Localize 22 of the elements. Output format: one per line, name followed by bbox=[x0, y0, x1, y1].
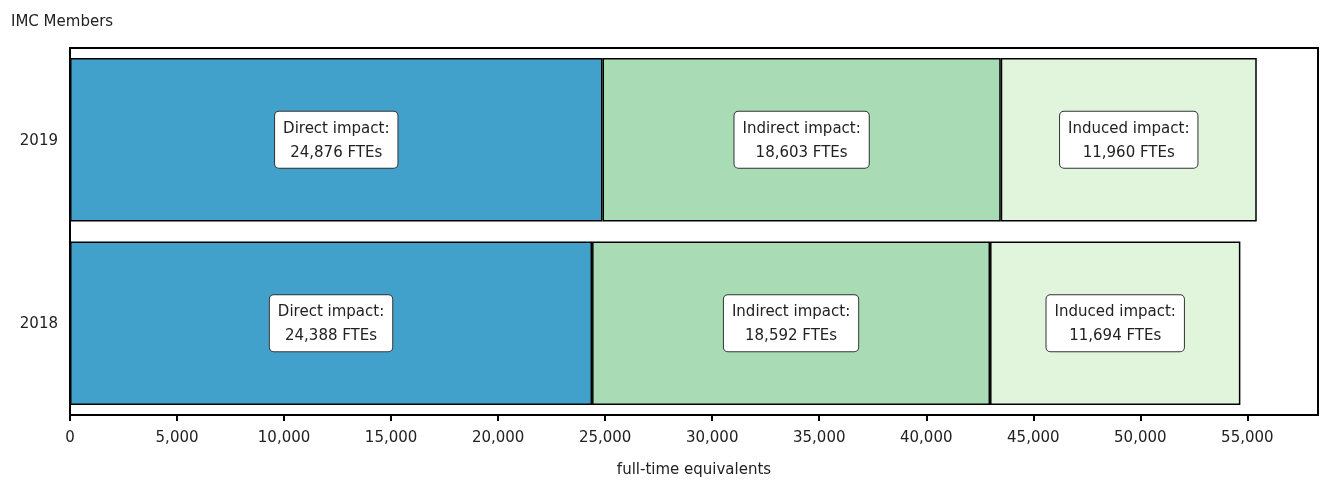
data-label: Direct impact: 24,388 FTEs bbox=[277, 302, 385, 345]
x-tick-label: 55,000 bbox=[1221, 427, 1274, 446]
x-tick-label: 45,000 bbox=[1007, 427, 1060, 446]
x-tick-label: 10,000 bbox=[257, 427, 311, 446]
x-tick-label: 25,000 bbox=[578, 427, 632, 446]
x-axis-title: full-time equivalents bbox=[616, 459, 772, 478]
chart-title: IMC Members bbox=[11, 11, 114, 30]
data-label: Indirect impact: 18,603 FTEs bbox=[742, 118, 861, 161]
x-tick-label: 5,000 bbox=[155, 427, 199, 446]
data-label: Induced impact: 11,960 FTEs bbox=[1068, 118, 1190, 161]
data-label: Direct impact: 24,876 FTEs bbox=[283, 118, 390, 161]
x-tick-label: 20,000 bbox=[471, 427, 525, 446]
y-tick-label: 2019 bbox=[19, 130, 58, 149]
x-tick-label: 50,000 bbox=[1114, 427, 1167, 446]
x-tick-label: 30,000 bbox=[685, 427, 739, 446]
x-tick-label: 0 bbox=[65, 427, 75, 446]
data-label: Induced impact: 11,694 FTEs bbox=[1054, 302, 1176, 345]
x-tick-label: 35,000 bbox=[792, 427, 846, 446]
data-label: Indirect impact: 18,592 FTEs bbox=[731, 302, 851, 345]
x-tick-label: 40,000 bbox=[900, 427, 953, 446]
y-tick-label: 2018 bbox=[19, 314, 58, 333]
x-tick-label: 15,000 bbox=[364, 427, 418, 446]
